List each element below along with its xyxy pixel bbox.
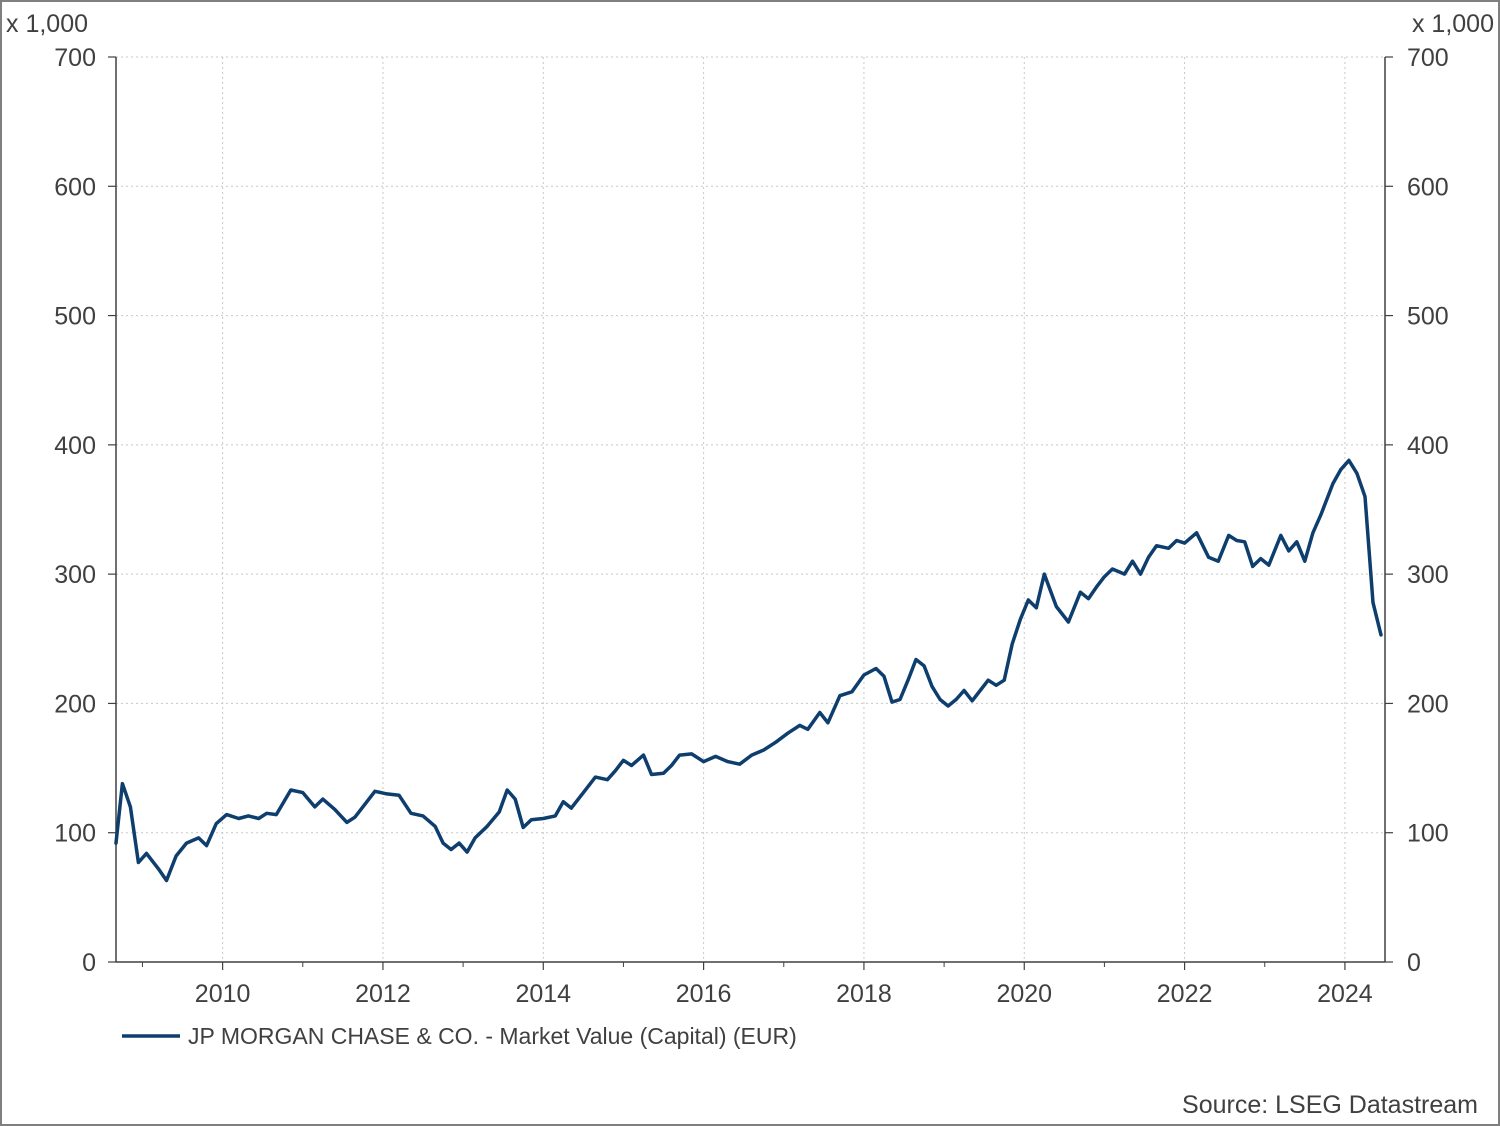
y-tick-label-left: 700 [54,44,96,72]
series-line-0 [114,458,1383,883]
y-tick-label-right: 100 [1407,820,1449,848]
y-tick-label-left: 500 [54,303,96,331]
axes [108,56,1393,970]
y-tick-label-right: 200 [1407,690,1449,718]
y-tick-label-left: 100 [54,820,96,848]
x-tick-label: 2012 [355,980,411,1008]
y-tick-label-right: 300 [1407,561,1449,589]
y-tick-label-right: 0 [1407,949,1421,977]
x-tick-label: 2016 [676,980,732,1008]
series-lines [114,458,1383,883]
source-note: Source: LSEG Datastream [1182,1091,1478,1119]
right-unit-label: x 1,000 [1412,10,1494,38]
grid-lines [116,56,1385,962]
left-unit-label: x 1,000 [6,10,88,38]
y-tick-label-right: 500 [1407,303,1449,331]
tick-labels: 0 0 100 100 200 200 300 300 400 400 500 500 600 600 70… [54,44,1448,1008]
y-tick-label-left: 600 [54,173,96,201]
y-tick-label-left: 0 [82,949,96,977]
x-tick-label: 2010 [195,980,251,1008]
x-tick-label: 2014 [515,980,571,1008]
y-tick-label-right: 600 [1407,173,1449,201]
y-tick-label-right: 400 [1407,432,1449,460]
x-tick-label: 2022 [1157,980,1213,1008]
x-tick-label: 2020 [996,980,1052,1008]
x-tick-label: 2018 [836,980,892,1008]
legend-label-jpm: JP MORGAN CHASE & CO. - Market Value (Ca… [188,1023,797,1049]
legend: JP MORGAN CHASE & CO. - Market Value (Ca… [122,1023,797,1049]
y-tick-label-left: 200 [54,690,96,718]
y-tick-label-left: 400 [54,432,96,460]
x-tick-label: 2024 [1317,980,1373,1008]
y-tick-label-right: 700 [1407,44,1449,72]
y-tick-label-left: 300 [54,561,96,589]
